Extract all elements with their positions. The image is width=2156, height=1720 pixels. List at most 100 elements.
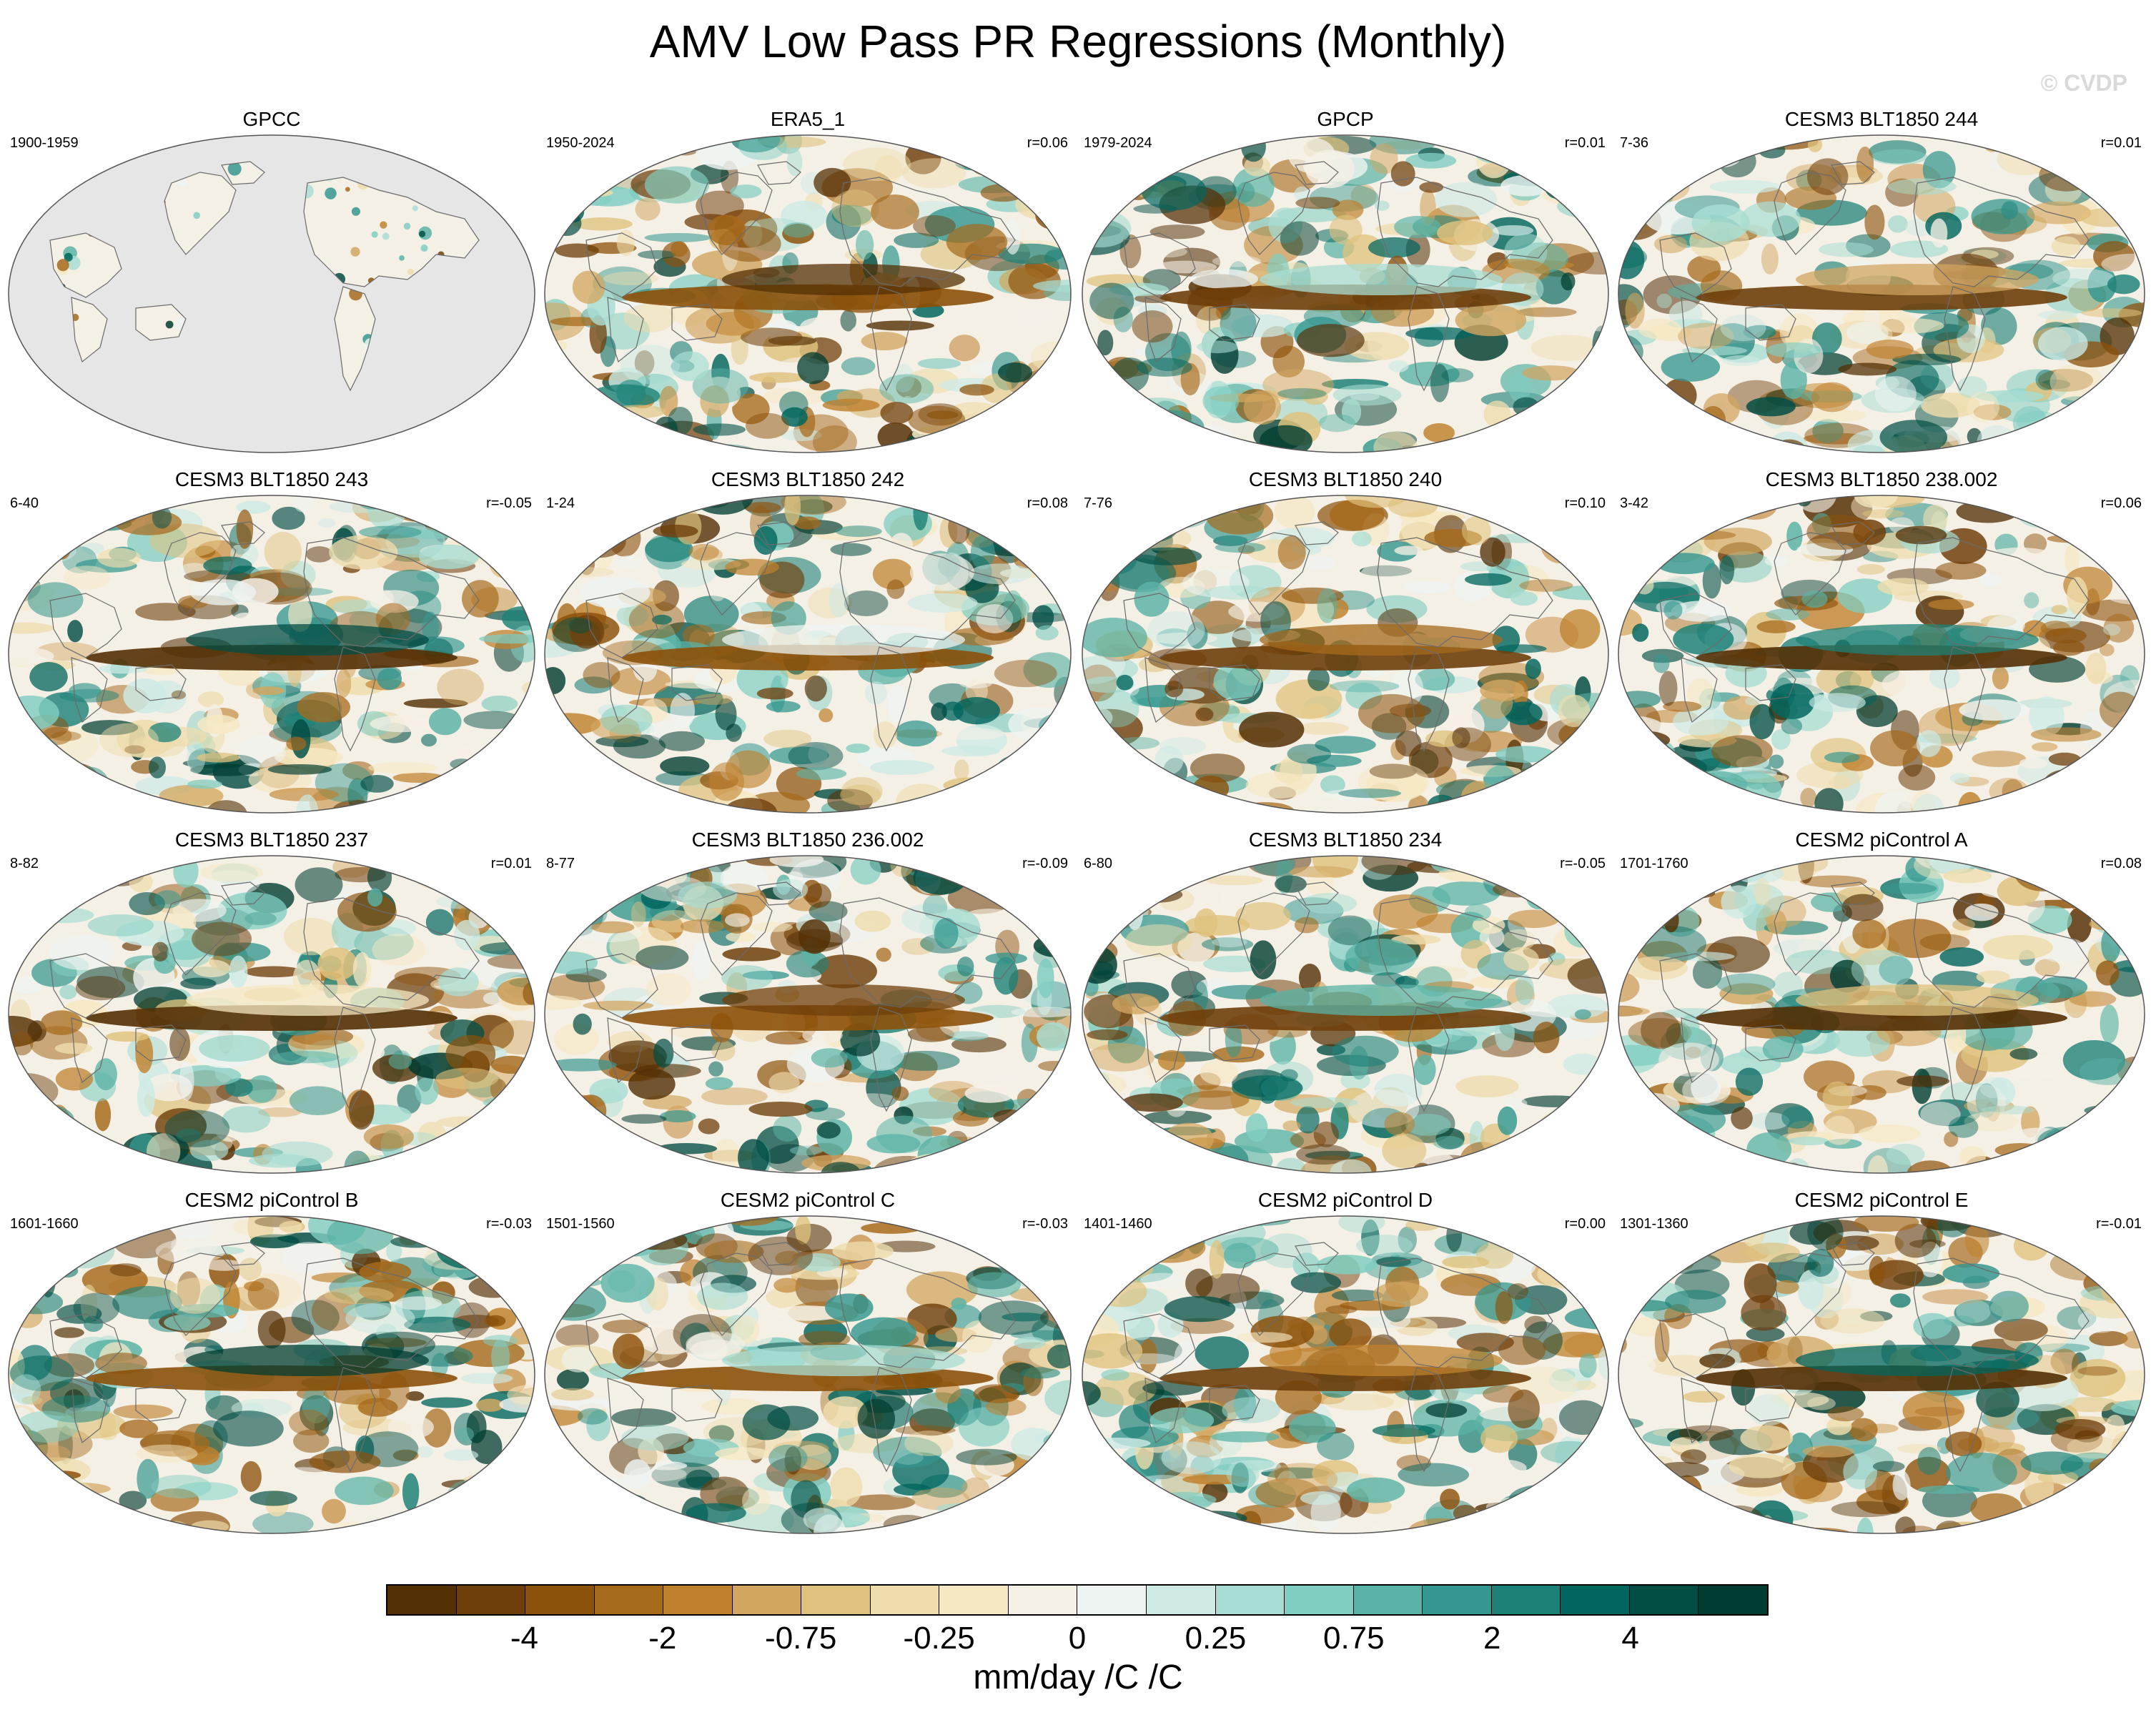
panel-years: 6-40	[10, 495, 39, 511]
colorbar-box	[594, 1586, 664, 1614]
panel-title: CESM3 BLT1850 237	[174, 829, 369, 851]
regression-map	[544, 495, 1072, 814]
regression-map	[1618, 855, 2145, 1174]
map-panel: CESM3 BLT1850 242 1-24 r=0.08	[543, 468, 1072, 818]
map-panel: GPCP 1979-2024 r=0.01	[1081, 107, 1610, 458]
panel-correlation: r=0.00	[1564, 1216, 1606, 1232]
map-panel: CESM2 piControl D 1401-1460 r=0.00	[1081, 1188, 1610, 1538]
colorbar-box	[1077, 1586, 1147, 1614]
panel-years: 1501-1560	[546, 1216, 615, 1232]
colorbar-tick-label: 4	[1621, 1621, 1639, 1656]
panel-years: 8-82	[10, 856, 39, 871]
panel-title: CESM3 BLT1850 242	[711, 468, 905, 490]
panel-correlation: r=0.01	[2100, 135, 2142, 151]
colorbar-tick-label: 0	[1068, 1621, 1087, 1656]
panel-title: CESM3 BLT1850 243	[174, 468, 369, 490]
panel-correlation: r=-0.03	[486, 1216, 532, 1232]
panel-correlation: r=-0.03	[1022, 1216, 1068, 1232]
panel-correlation: r=0.06	[1027, 135, 1068, 151]
panel-title: CESM3 BLT1850 244	[1784, 108, 1979, 130]
panel-title: CESM3 BLT1850 238.002	[1765, 468, 1998, 490]
colorbar-box	[525, 1586, 595, 1614]
colorbar-tick-label: -0.25	[903, 1621, 975, 1656]
map-panel: CESM3 BLT1850 234 6-80 r=-0.05	[1081, 828, 1610, 1178]
colorbar-box	[801, 1586, 871, 1614]
colorbar-box	[456, 1586, 526, 1614]
panel-title: ERA5_1	[770, 108, 846, 130]
colorbar-box	[939, 1586, 1009, 1614]
regression-map	[1082, 134, 1609, 453]
map-panel: ERA5_1 1950-2024 r=0.06	[543, 107, 1072, 458]
regression-map	[8, 855, 535, 1174]
panel-title: CESM2 piControl D	[1257, 1189, 1433, 1211]
regression-map	[544, 1215, 1072, 1534]
colorbar-tick-label: 0.75	[1322, 1621, 1385, 1656]
regression-map	[1082, 495, 1609, 814]
watermark: © CVDP	[2040, 70, 2127, 96]
map-panel: CESM2 piControl B 1601-1660 r=-0.03	[7, 1188, 536, 1538]
panel-title: CESM3 BLT1850 236.002	[691, 829, 924, 851]
colorbar	[386, 1584, 1769, 1616]
panel-correlation: r=0.08	[1027, 495, 1068, 511]
panel-title: CESM2 piControl C	[720, 1189, 896, 1211]
colorbar-box	[1353, 1586, 1423, 1614]
colorbar-tick-label: 2	[1483, 1621, 1501, 1656]
panel-years: 1601-1660	[10, 1216, 79, 1232]
regression-map	[1618, 495, 2145, 814]
colorbar-tick-label: 0.25	[1185, 1621, 1247, 1656]
colorbar-box	[732, 1586, 802, 1614]
colorbar-box	[1629, 1586, 1699, 1614]
regression-map	[1618, 134, 2145, 453]
map-panel: CESM3 BLT1850 243 6-40 r=-0.05	[7, 468, 536, 818]
panel-correlation: r=0.08	[2100, 856, 2142, 871]
colorbar-box	[663, 1586, 733, 1614]
panel-years: 6-80	[1084, 856, 1113, 871]
map-panel: GPCC 1900-1959	[7, 107, 536, 458]
panel-correlation: r=-0.05	[1560, 856, 1606, 871]
regression-map	[544, 855, 1072, 1174]
regression-map	[8, 495, 535, 814]
colorbar-box	[1561, 1586, 1630, 1614]
panel-years: 7-76	[1084, 495, 1113, 511]
regression-map	[8, 1215, 535, 1534]
panel-years: 3-42	[1620, 495, 1649, 511]
panel-years: 1301-1360	[1620, 1216, 1688, 1232]
figure-title: AMV Low Pass PR Regressions (Monthly)	[649, 16, 1507, 67]
panel-years: 1900-1959	[10, 135, 79, 151]
regression-map	[1618, 1215, 2145, 1534]
colorbar-tick-label: -4	[510, 1621, 538, 1656]
panel-title: CESM3 BLT1850 234	[1248, 829, 1443, 851]
map-panel: CESM3 BLT1850 240 7-76 r=0.10	[1081, 468, 1610, 818]
panel-correlation: r=0.10	[1564, 495, 1606, 511]
regression-map	[544, 134, 1072, 453]
colorbar-box	[1008, 1586, 1078, 1614]
panel-years: 7-36	[1620, 135, 1649, 151]
panel-years: 1701-1760	[1620, 856, 1688, 871]
panel-years: 1401-1460	[1084, 1216, 1152, 1232]
colorbar-tick-label: -2	[648, 1621, 677, 1656]
panel-years: 8-77	[546, 856, 575, 871]
colorbar-box	[870, 1586, 940, 1614]
colorbar-box	[1285, 1586, 1354, 1614]
panel-correlation: r=0.01	[490, 856, 532, 871]
colorbar-box	[1698, 1586, 1767, 1614]
panel-correlation: r=0.01	[1564, 135, 1606, 151]
panel-years: 1-24	[546, 495, 575, 511]
colorbar-units: mm/day /C /C	[973, 1659, 1183, 1696]
map-panel: CESM2 piControl A 1701-1760 r=0.08	[1617, 828, 2146, 1178]
map-panel: CESM2 piControl C 1501-1560 r=-0.03	[543, 1188, 1072, 1538]
panel-correlation: r=-0.09	[1022, 856, 1068, 871]
panel-title: CESM3 BLT1850 240	[1248, 468, 1443, 490]
map-panel: CESM3 BLT1850 237 8-82 r=0.01	[7, 828, 536, 1178]
colorbar-box	[1491, 1586, 1561, 1614]
colorbar-box	[387, 1586, 457, 1614]
regression-map	[8, 134, 535, 453]
panel-title: CESM2 piControl E	[1794, 1189, 1969, 1211]
regression-map	[1082, 1215, 1609, 1534]
colorbar-box	[1147, 1586, 1216, 1614]
panel-title: CESM2 piControl A	[1795, 829, 1968, 851]
panel-years: 1950-2024	[546, 135, 615, 151]
map-panel: CESM3 BLT1850 236.002 8-77 r=-0.09	[543, 828, 1072, 1178]
map-panel: CESM2 piControl E 1301-1360 r=-0.01	[1617, 1188, 2146, 1538]
map-panel: CESM3 BLT1850 238.002 3-42 r=0.06	[1617, 468, 2146, 818]
